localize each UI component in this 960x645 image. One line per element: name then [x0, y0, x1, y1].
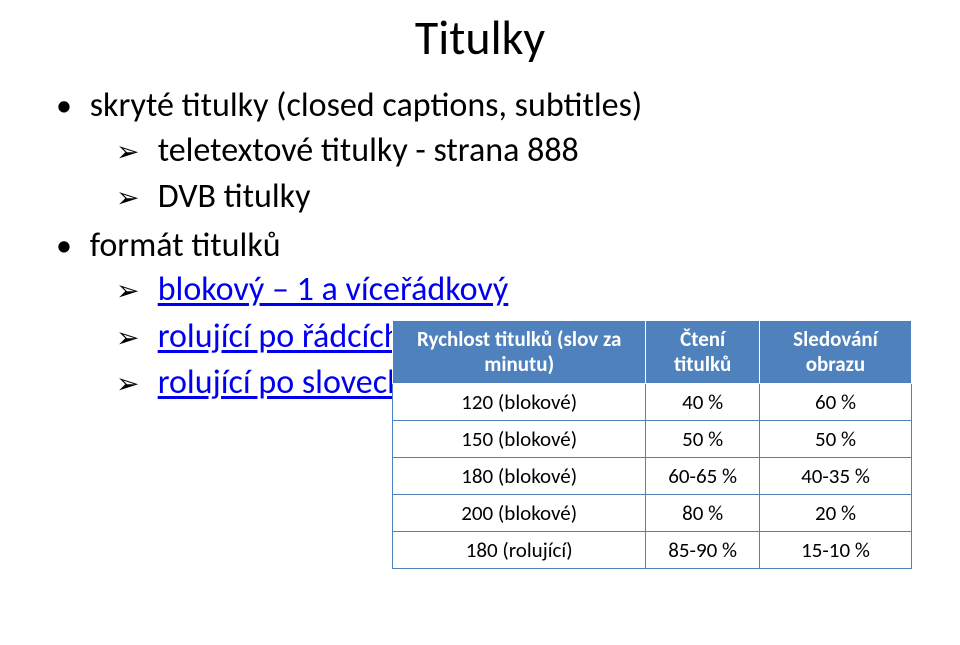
- sub-text: DVB titulky: [158, 176, 311, 217]
- cell: 60-65 %: [646, 458, 760, 495]
- cell: 50 %: [759, 421, 911, 458]
- col-watching: Sledování obrazu: [759, 321, 911, 384]
- cell: 80 %: [646, 495, 760, 532]
- link-roll-lines: rolující po řádcích: [158, 316, 402, 357]
- col-speed: Rychlost titulků (slov za minutu): [393, 321, 646, 384]
- cell: 150 (blokové): [393, 421, 646, 458]
- table-row: 200 (blokové) 80 % 20 %: [393, 495, 912, 532]
- cell: 15-10 %: [759, 532, 911, 569]
- bullet-text: skryté titulky (closed captions, subtitl…: [90, 85, 643, 126]
- link-roll-words: rolující po slovech: [158, 362, 405, 403]
- sub-item-dvb: DVB titulky: [116, 176, 900, 219]
- sub-list-1: teletextové titulky - strana 888 DVB tit…: [60, 130, 900, 219]
- page-title: Titulky: [60, 8, 900, 67]
- cell: 60 %: [759, 384, 911, 421]
- table-row: 120 (blokové) 40 % 60 %: [393, 384, 912, 421]
- cell: 50 %: [646, 421, 760, 458]
- sub-text: teletextové titulky - strana 888: [158, 130, 579, 171]
- table-header-row: Rychlost titulků (slov za minutu) Čtení …: [393, 321, 912, 384]
- link-block: blokový – 1 a víceřádkový: [158, 269, 509, 310]
- cell: 180 (blokové): [393, 458, 646, 495]
- sub-item-teletext: teletextové titulky - strana 888: [116, 130, 900, 173]
- cell: 40 %: [646, 384, 760, 421]
- table-row: 180 (rolující) 85-90 % 15-10 %: [393, 532, 912, 569]
- bullet-text: formát titulků: [90, 225, 281, 266]
- cell: 120 (blokové): [393, 384, 646, 421]
- cell: 180 (rolující): [393, 532, 646, 569]
- bullet-item-closed-captions: skryté titulky (closed captions, subtitl…: [60, 85, 900, 219]
- subtitle-speed-table: Rychlost titulků (slov za minutu) Čtení …: [392, 320, 912, 569]
- cell: 40-35 %: [759, 458, 911, 495]
- slide: Titulky skryté titulky (closed captions,…: [0, 0, 960, 645]
- table-row: 150 (blokové) 50 % 50 %: [393, 421, 912, 458]
- sub-item-block: blokový – 1 a víceřádkový: [116, 269, 900, 312]
- cell: 85-90 %: [646, 532, 760, 569]
- cell: 20 %: [759, 495, 911, 532]
- table-container: Rychlost titulků (slov za minutu) Čtení …: [392, 320, 912, 569]
- col-reading: Čtení titulků: [646, 321, 760, 384]
- cell: 200 (blokové): [393, 495, 646, 532]
- table-row: 180 (blokové) 60-65 % 40-35 %: [393, 458, 912, 495]
